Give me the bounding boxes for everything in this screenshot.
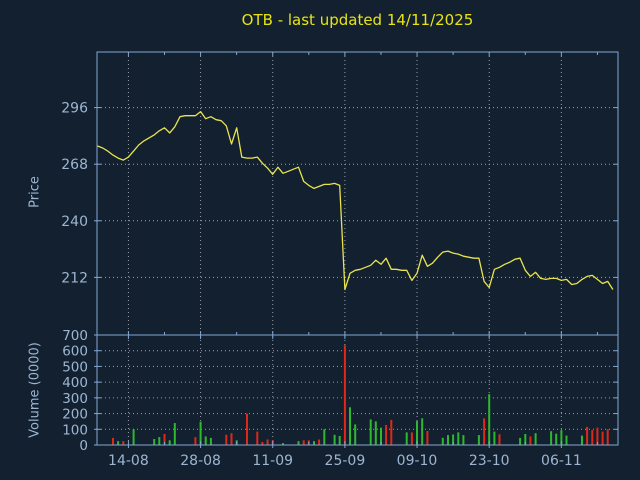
volume-bar <box>426 431 429 445</box>
volume-tick-label: 600 <box>62 344 88 360</box>
x-tick-label: 25-09 <box>325 453 366 469</box>
volume-bar <box>591 430 594 445</box>
x-tick-label: 11-09 <box>252 453 293 469</box>
volume-bar <box>323 429 326 445</box>
volume-bar <box>112 437 114 445</box>
volume-bar <box>596 427 599 445</box>
volume-bar <box>117 441 120 445</box>
grid <box>97 52 618 445</box>
volume-bar <box>483 418 486 445</box>
volume-bar <box>601 431 604 445</box>
volume-bar <box>297 441 300 445</box>
volume-bar <box>204 436 207 445</box>
axis-ticks <box>94 52 618 448</box>
volume-bar <box>225 434 228 445</box>
volume-bar <box>369 419 372 445</box>
volume-bar <box>313 441 315 445</box>
volume-bar <box>524 434 527 445</box>
volume-bar <box>338 436 341 445</box>
volume-bar <box>246 413 248 445</box>
volume-bar <box>581 435 583 445</box>
price-axis-label: Price <box>27 176 43 208</box>
volume-bar <box>452 434 455 445</box>
volume-bar <box>354 424 357 445</box>
volume-bar <box>550 431 553 445</box>
volume-bar <box>302 440 305 445</box>
volume-bar <box>230 433 233 445</box>
price-tick-label: 212 <box>61 270 88 286</box>
volume-bar <box>534 433 537 445</box>
volume-bar <box>457 432 460 445</box>
volume-bar <box>209 437 212 445</box>
volume-bar <box>555 433 558 445</box>
volume-bar <box>374 421 377 445</box>
volume-bar <box>132 429 135 445</box>
volume-bar <box>421 418 424 445</box>
volume-bar <box>606 429 609 445</box>
volume-bar <box>586 426 589 445</box>
volume-bar <box>282 443 284 445</box>
volume-bar <box>498 434 501 445</box>
volume-bar <box>318 439 321 445</box>
volume-bar <box>343 345 346 445</box>
volume-tick-label: 500 <box>62 359 88 375</box>
volume-bar <box>493 431 496 445</box>
volume-tick-label: 0 <box>79 438 88 454</box>
volume-bar <box>447 435 449 445</box>
x-tick-label: 06-11 <box>541 453 582 469</box>
volume-bar <box>349 407 351 445</box>
volume-tick-label: 300 <box>62 391 88 407</box>
volume-bar <box>199 421 202 445</box>
price-tick-label: 268 <box>61 157 88 173</box>
volume-tick-label: 100 <box>62 422 88 438</box>
volume-bar <box>122 441 125 445</box>
volume-axis-label: Volume (0000) <box>27 342 43 438</box>
volume-bar <box>405 432 408 445</box>
volume-bar <box>488 394 491 445</box>
chart-title: OTB - last updated 14/11/2025 <box>241 11 474 29</box>
volume-bar <box>565 435 568 445</box>
x-tick-label: 14-08 <box>108 453 149 469</box>
volume-bar <box>261 441 264 445</box>
volume-bar <box>385 425 388 445</box>
volume-bar <box>560 430 563 445</box>
price-tick-label: 296 <box>61 101 88 117</box>
volume-tick-label: 200 <box>62 407 88 423</box>
volume-bars <box>112 345 609 445</box>
volume-bar <box>441 437 444 445</box>
volume-bar <box>158 437 161 445</box>
volume-bar <box>256 431 259 445</box>
volume-bar <box>477 435 480 445</box>
volume-bar <box>416 421 418 445</box>
volume-bar <box>163 434 166 445</box>
volume-bar <box>519 437 522 445</box>
volume-bar <box>333 434 336 445</box>
volume-bar <box>410 432 413 445</box>
x-tick-label: 23-10 <box>469 453 510 469</box>
volume-bar <box>380 427 382 445</box>
volume-bar <box>194 437 197 445</box>
volume-bar <box>529 436 532 445</box>
volume-bar <box>390 419 393 445</box>
plot-borders <box>96 51 619 446</box>
price-line <box>97 110 614 291</box>
x-tick-label: 28-08 <box>180 453 221 469</box>
volume-bar <box>266 439 269 445</box>
volume-bar <box>173 423 176 445</box>
volume-tick-label: 400 <box>62 375 88 391</box>
volume-bar <box>168 440 171 445</box>
price-tick-label: 240 <box>61 214 88 230</box>
volume-bar <box>462 435 465 445</box>
volume-tick-label: 700 <box>62 328 88 344</box>
x-tick-label: 09-10 <box>397 453 438 469</box>
volume-bar <box>153 439 156 445</box>
